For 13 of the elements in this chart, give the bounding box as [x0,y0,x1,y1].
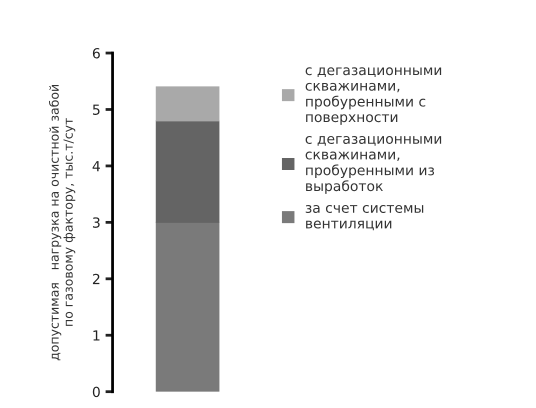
legend-label: с дегазационными скважинами, пробуренными из выработок [306,136,442,194]
y-tick-label: 5 [92,104,100,115]
y-axis-title: допустимая нагрузка на очистной забой по газовому фактору, тыс.т/сут [48,84,76,360]
bar [156,86,220,122]
y-tick-label: 4 [92,161,100,172]
bar [156,120,220,223]
y-tick-label: 6 [92,48,100,59]
y-tick-label: 2 [92,274,100,284]
legend-label: за счет системы вентиляции [306,204,424,230]
bar [156,222,220,392]
y-tick-label: 1 [93,330,100,341]
y-tick-label: 3 [92,217,100,228]
y-tick-label: 0 [92,386,100,398]
